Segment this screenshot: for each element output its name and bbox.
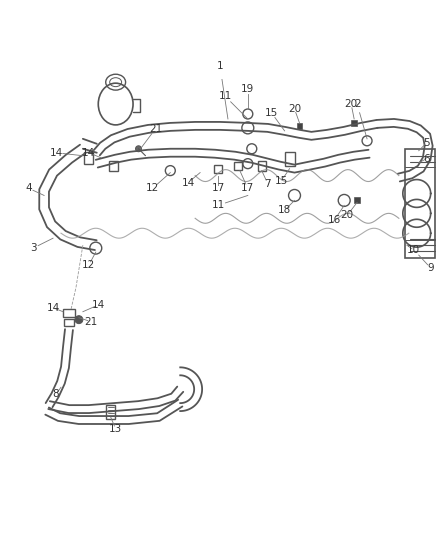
Text: 11: 11 bbox=[212, 200, 225, 211]
Bar bbox=[63, 309, 75, 317]
Bar bbox=[64, 319, 74, 326]
Bar bbox=[354, 197, 360, 204]
Text: 17: 17 bbox=[241, 183, 254, 193]
Text: 11: 11 bbox=[218, 91, 232, 101]
Text: 20: 20 bbox=[341, 211, 354, 220]
Text: 20: 20 bbox=[345, 99, 358, 109]
Text: 1: 1 bbox=[217, 61, 223, 71]
Text: 17: 17 bbox=[212, 183, 225, 193]
Text: 12: 12 bbox=[146, 183, 159, 193]
Text: 14: 14 bbox=[49, 148, 63, 158]
Text: 8: 8 bbox=[53, 389, 60, 399]
Bar bbox=[106, 405, 115, 419]
Text: 7: 7 bbox=[265, 179, 271, 189]
Text: 10: 10 bbox=[407, 245, 420, 255]
Bar bbox=[258, 160, 266, 171]
Text: 14: 14 bbox=[46, 303, 60, 313]
Text: 15: 15 bbox=[275, 175, 288, 185]
Text: 6: 6 bbox=[424, 154, 430, 164]
Bar bbox=[285, 152, 294, 166]
Bar bbox=[214, 165, 222, 173]
Bar bbox=[405, 149, 434, 258]
Bar bbox=[109, 160, 118, 171]
Text: 21: 21 bbox=[149, 124, 162, 134]
Text: 16: 16 bbox=[328, 215, 341, 225]
Bar bbox=[85, 152, 93, 164]
Text: 3: 3 bbox=[30, 243, 36, 253]
Text: 9: 9 bbox=[427, 263, 434, 273]
Text: 12: 12 bbox=[82, 260, 95, 270]
Text: 14: 14 bbox=[82, 148, 95, 158]
Circle shape bbox=[135, 146, 141, 152]
Text: 2: 2 bbox=[354, 99, 360, 109]
Circle shape bbox=[75, 316, 83, 324]
Text: 5: 5 bbox=[424, 138, 430, 148]
Text: 13: 13 bbox=[109, 424, 122, 434]
Text: 4: 4 bbox=[26, 183, 32, 193]
Text: 14: 14 bbox=[182, 177, 195, 188]
Text: 19: 19 bbox=[241, 84, 254, 94]
Text: 20: 20 bbox=[288, 104, 301, 114]
Text: 21: 21 bbox=[84, 317, 97, 327]
Text: 14: 14 bbox=[92, 300, 106, 310]
Bar bbox=[297, 123, 303, 129]
Bar bbox=[234, 161, 242, 169]
Text: 18: 18 bbox=[278, 205, 291, 215]
Bar bbox=[351, 120, 357, 126]
Text: 15: 15 bbox=[265, 108, 278, 118]
